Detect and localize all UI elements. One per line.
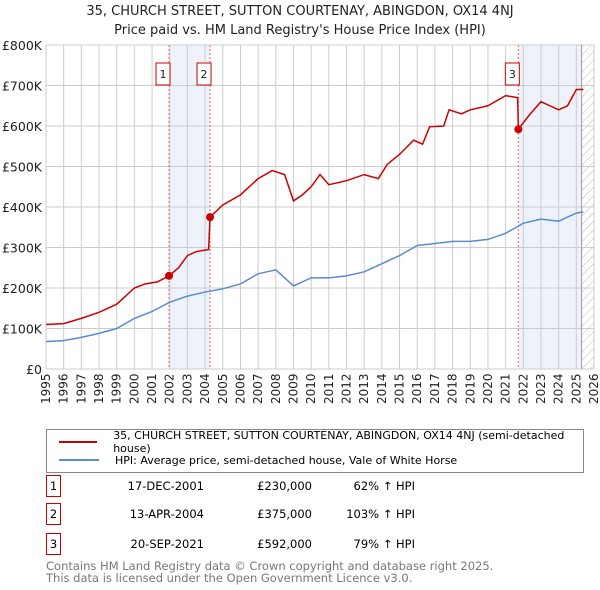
sale-point bbox=[514, 125, 523, 134]
x-tick-label: 2021 bbox=[499, 373, 513, 404]
sale-marker: 2 bbox=[46, 503, 61, 525]
sale-label-box bbox=[504, 62, 520, 86]
sale-point bbox=[165, 271, 174, 280]
x-tick-label: 2011 bbox=[322, 373, 336, 404]
y-tick-label: £200K bbox=[2, 281, 43, 296]
footer: Contains HM Land Registry data © Crown c… bbox=[46, 560, 493, 584]
sale-hpi: 62% ↑ HPI bbox=[353, 479, 415, 493]
x-tick-label: 2005 bbox=[216, 373, 230, 404]
sale-marker: 3 bbox=[46, 533, 61, 555]
sale-date: 17-DEC-2001 bbox=[127, 479, 204, 493]
hpi-line bbox=[45, 211, 584, 343]
x-tick-label: 2000 bbox=[127, 373, 141, 404]
sale-row: 1 17-DEC-2001 £230,000 62% ↑ HPI bbox=[46, 475, 546, 497]
sale-label: 1 bbox=[160, 68, 167, 81]
sale-price: £230,000 bbox=[257, 479, 312, 493]
x-tick-label: 1997 bbox=[74, 373, 88, 404]
sale-price: £375,000 bbox=[257, 507, 312, 521]
x-tick-label: 2026 bbox=[587, 373, 600, 404]
x-tick-label: 1999 bbox=[110, 373, 124, 404]
sale-marker: 1 bbox=[46, 475, 61, 497]
sale-label: 3 bbox=[509, 68, 516, 81]
y-tick-label: £700K bbox=[2, 79, 43, 94]
sale-point bbox=[206, 213, 215, 222]
x-tick-label: 1998 bbox=[92, 373, 106, 404]
sale-hpi: 79% ↑ HPI bbox=[353, 537, 415, 551]
y-tick-label: £400K bbox=[2, 200, 43, 215]
x-tick-label: 2024 bbox=[552, 373, 566, 404]
price-line bbox=[45, 88, 584, 326]
y-tick-label: £0 bbox=[26, 362, 42, 377]
sale-row: 3 20-SEP-2021 £592,000 79% ↑ HPI bbox=[46, 533, 546, 555]
x-tick-label: 2007 bbox=[251, 373, 265, 404]
chart-title: 35, CHURCH STREET, SUTTON COURTENAY, ABI… bbox=[86, 4, 514, 19]
footer-copyright: Contains HM Land Registry data © Crown c… bbox=[46, 559, 494, 573]
x-tick-label: 2012 bbox=[340, 373, 354, 404]
plot-area: 1995 1996 1997 1998 1999 2000 2001 2002 2003 2004… bbox=[2, 38, 600, 404]
x-tick-label: 2013 bbox=[357, 373, 371, 404]
legend-swatch-price bbox=[59, 441, 98, 443]
x-tick-label: 2001 bbox=[145, 373, 159, 404]
chart-subtitle: Price paid vs. HM Land Registry's House … bbox=[114, 23, 486, 38]
y-tick-label: £500K bbox=[2, 160, 43, 175]
x-tick-label: 2023 bbox=[534, 373, 548, 404]
y-tick-label: £100K bbox=[2, 322, 43, 337]
sale-label: 2 bbox=[201, 68, 208, 81]
x-tick-label: 2015 bbox=[393, 373, 407, 404]
legend: 35, CHURCH STREET, SUTTON COURTENAY, ABI… bbox=[46, 429, 584, 473]
x-tick-label: 2016 bbox=[410, 373, 424, 404]
x-tick-label: 2008 bbox=[269, 373, 283, 404]
x-tick-label: 2003 bbox=[180, 373, 194, 404]
y-tick-label: £600K bbox=[2, 119, 43, 134]
x-tick-label: 2014 bbox=[375, 373, 389, 404]
sale-label-box bbox=[196, 62, 212, 86]
x-tick-label: 2010 bbox=[304, 373, 318, 404]
footer-licence: This data is licensed under the Open Gov… bbox=[46, 571, 413, 585]
x-tick-label: 2020 bbox=[481, 373, 495, 404]
x-tick-label: 2025 bbox=[569, 373, 583, 404]
sale-hpi: 103% ↑ HPI bbox=[346, 507, 415, 521]
x-tick-label: 2022 bbox=[516, 373, 530, 404]
x-tick-label: 1996 bbox=[57, 373, 71, 404]
x-tick-label: 2019 bbox=[463, 373, 477, 404]
y-tick-label: £300K bbox=[2, 241, 43, 256]
legend-label-hpi: HPI: Average price, semi-detached house,… bbox=[115, 453, 458, 467]
sale-label-box bbox=[155, 62, 171, 86]
legend-label-price: 35, CHURCH STREET, SUTTON COURTENAY, ABI… bbox=[113, 429, 565, 455]
legend-swatch-hpi bbox=[59, 459, 99, 461]
sale-row: 2 13-APR-2004 £375,000 103% ↑ HPI bbox=[46, 503, 546, 525]
x-tick-label: 2009 bbox=[286, 373, 300, 404]
x-tick-label: 2017 bbox=[428, 373, 442, 404]
x-tick-label: 2002 bbox=[163, 373, 177, 404]
sale-date: 20-SEP-2021 bbox=[130, 537, 204, 551]
x-tick-label: 2004 bbox=[198, 373, 212, 404]
x-tick-label: 2018 bbox=[446, 373, 460, 404]
sale-date: 13-APR-2004 bbox=[129, 507, 204, 521]
sale-price: £592,000 bbox=[257, 537, 312, 551]
y-tick-label: £800K bbox=[2, 38, 43, 53]
x-tick-label: 1995 bbox=[39, 373, 53, 404]
x-tick-label: 2006 bbox=[233, 373, 247, 404]
